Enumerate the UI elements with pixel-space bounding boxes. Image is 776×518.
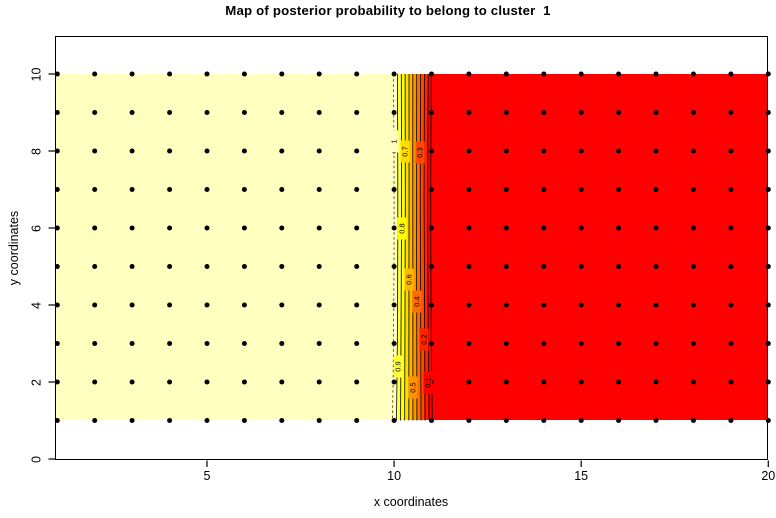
contour-label: 0.2 <box>419 328 429 351</box>
chart-title: Map of posterior probability to belong t… <box>225 3 551 18</box>
x-axis-label: x coordinates <box>373 495 449 509</box>
contour-label: 0.7 <box>400 140 410 162</box>
contour-label: 0.6 <box>404 268 414 291</box>
x-tick-label: 10 <box>387 469 402 483</box>
contour-label: 1 <box>389 130 399 153</box>
x-tick-label: 15 <box>574 469 589 483</box>
y-tick-label: 0 <box>29 455 44 463</box>
y-tick-label: 10 <box>29 67 44 81</box>
contour-label: 0.5 <box>408 376 418 399</box>
contour-label: 0.1 <box>423 371 433 393</box>
y-tick-label: 4 <box>29 301 44 309</box>
y-tick-label: 8 <box>29 147 44 155</box>
contour-label: 0.9 <box>393 355 403 378</box>
y-tick-label: 2 <box>29 378 44 386</box>
y-tick-label: 6 <box>29 224 44 232</box>
x-tick-label: 20 <box>761 469 776 483</box>
contour-label: 0.8 <box>397 217 407 239</box>
contour-label: 0.4 <box>412 290 422 313</box>
y-axis-label: y coordinates <box>7 210 21 286</box>
contour-label: 0.3 <box>415 141 425 164</box>
plot-box <box>55 36 768 460</box>
probability-field <box>56 74 768 420</box>
x-tick-label: 5 <box>203 469 211 483</box>
